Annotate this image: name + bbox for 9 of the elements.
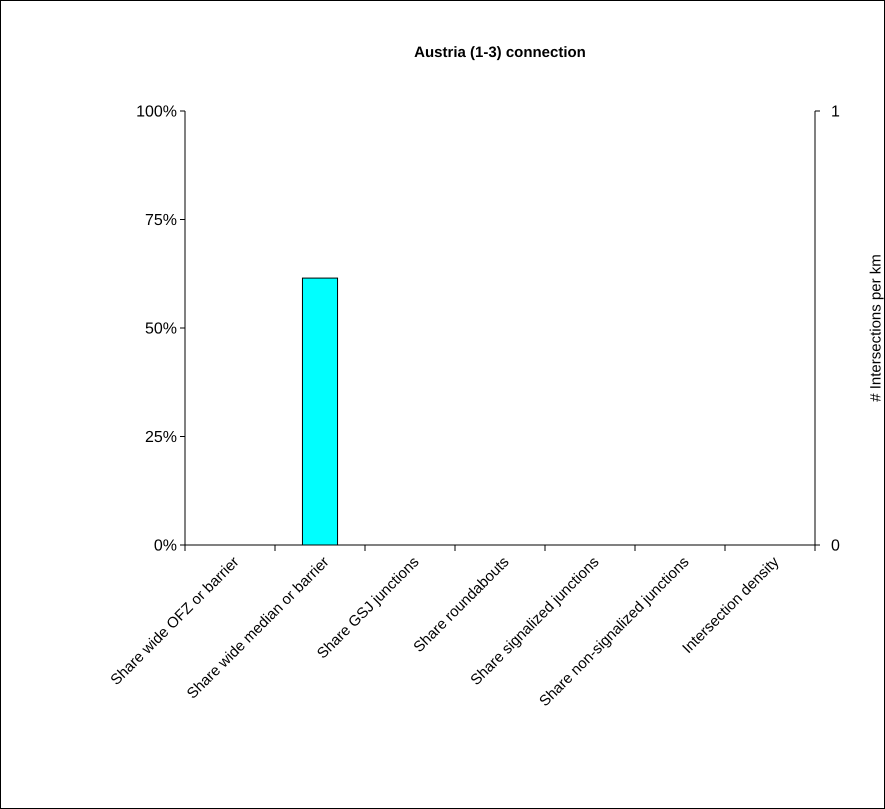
y-tick-label: 100% [136, 104, 177, 121]
y-tick-label: 0% [154, 538, 177, 555]
y-tick-label: 75% [144, 212, 177, 230]
y-tick-label: 25% [144, 429, 177, 446]
y2-tick-label: 1 [831, 104, 840, 121]
y-tick-label: 50% [144, 320, 177, 338]
y2-axis-title: # Intersections per km [867, 254, 884, 402]
chart-title: Austria (1-3) connection [414, 44, 586, 61]
y2-tick-label: 0 [831, 538, 840, 555]
